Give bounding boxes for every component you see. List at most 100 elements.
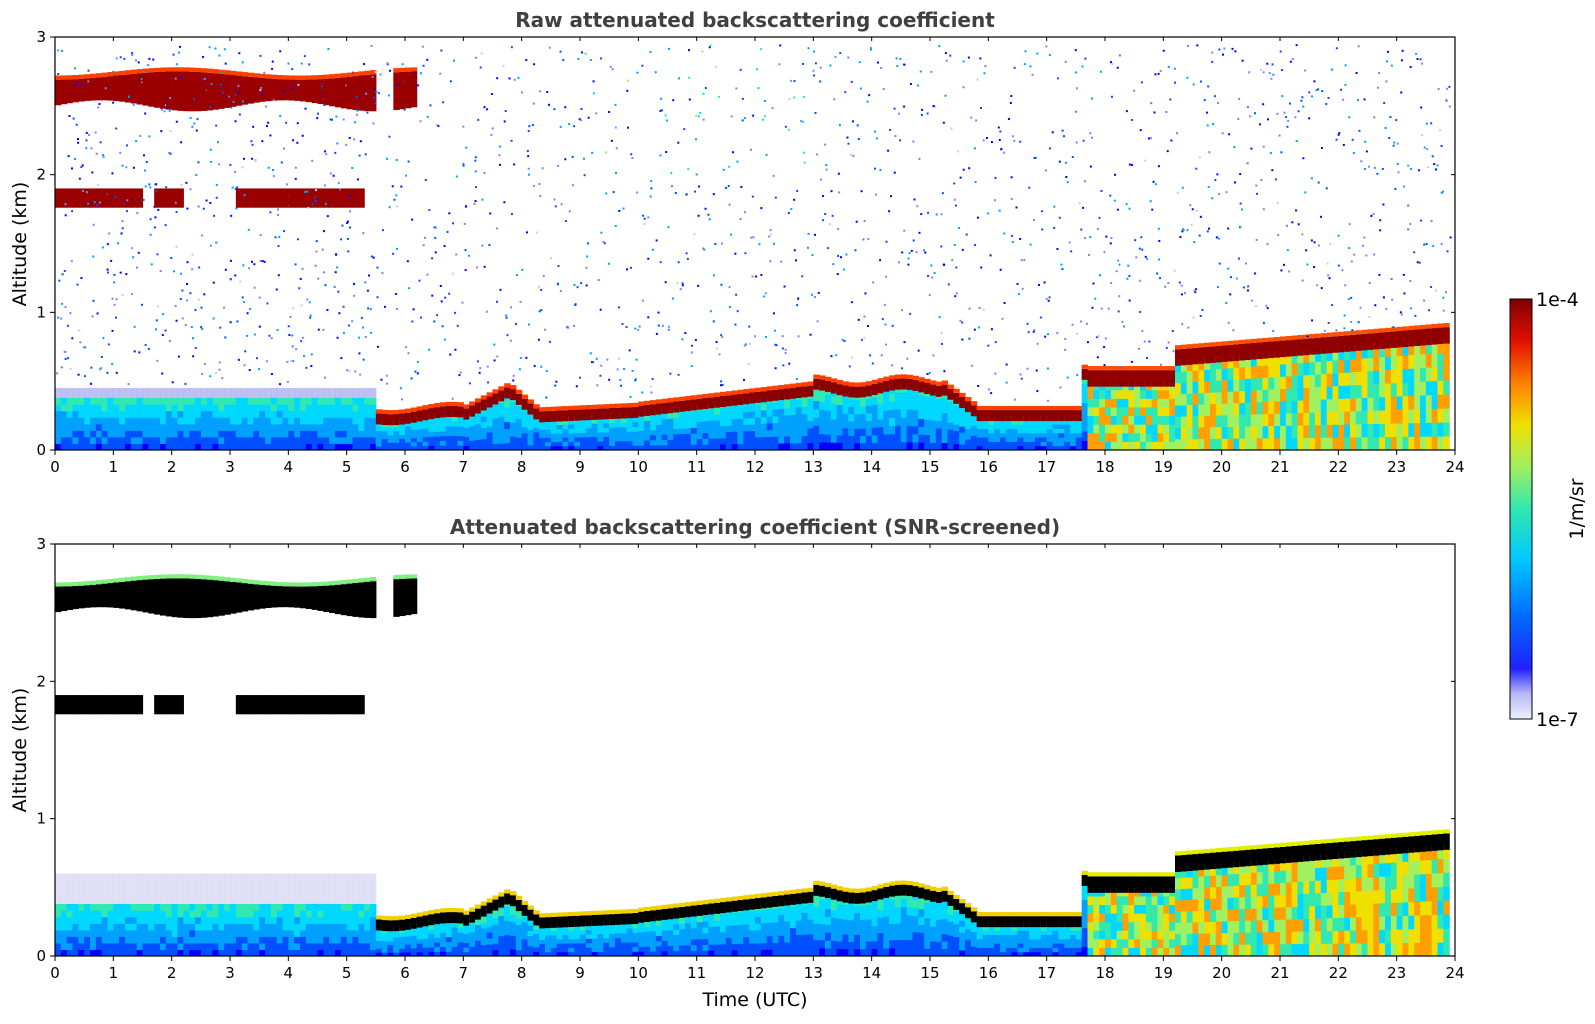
bl-cell [1152, 398, 1158, 407]
bl-cell [720, 408, 726, 415]
noise-speck [232, 101, 234, 103]
noise-speck [701, 50, 703, 52]
bl-cell [1274, 426, 1280, 439]
bl-cell [907, 401, 913, 410]
noise-speck [321, 85, 323, 87]
noise-speck [844, 91, 846, 93]
noise-speck [141, 78, 143, 80]
bl-cell [236, 904, 242, 911]
upper-cloud-edge [213, 69, 219, 73]
bl-cell [183, 398, 189, 405]
noise-speck [980, 267, 982, 269]
noise-speck [572, 156, 574, 158]
bl-cell [1292, 375, 1298, 388]
bl-cell [895, 442, 901, 451]
bl-cell [790, 436, 796, 444]
bl-cell [253, 943, 259, 950]
noise-speck [1448, 86, 1450, 88]
noise-speck [105, 87, 107, 89]
bl-cell [1233, 415, 1239, 427]
noise-speck [295, 263, 297, 265]
noise-speck [1410, 307, 1412, 309]
noise-speck [1395, 119, 1397, 121]
bl-cell [248, 943, 254, 950]
bl-cell [773, 409, 779, 416]
bl-cell [1152, 407, 1158, 416]
bl-top-cell [1035, 410, 1041, 421]
low-cloud-cell [1128, 370, 1134, 387]
noise-speck [595, 112, 597, 114]
bl-cell [1327, 373, 1333, 386]
bl-cell [306, 943, 312, 950]
noise-speck [1376, 173, 1378, 175]
bl-cell [78, 936, 84, 943]
bl-cell [1403, 423, 1409, 437]
low-cloud-edge [1397, 327, 1403, 331]
bl-cell [895, 392, 901, 401]
noise-speck [811, 254, 813, 256]
upper-cloud-edge [201, 68, 207, 72]
upper-cloud-edge [341, 73, 347, 77]
noise-speck [1328, 97, 1330, 99]
bl-cell [1245, 402, 1251, 414]
bl-cell [831, 411, 837, 419]
bl-cell [901, 409, 907, 418]
bl-cell [125, 936, 131, 943]
bl-cell [1239, 379, 1245, 391]
bl-cell [242, 424, 248, 431]
bl-top-cell [994, 410, 1000, 421]
bl-top-cell [808, 386, 814, 397]
noise-speck [176, 211, 178, 213]
bl-cell [1163, 441, 1169, 450]
low-cloud-edge [1134, 366, 1140, 370]
bl-cell [813, 434, 819, 443]
noise-speck [1214, 179, 1216, 181]
noise-speck [165, 330, 167, 332]
bl-cell [90, 417, 96, 424]
noise-speck [235, 207, 237, 209]
bl-cell [854, 436, 860, 444]
bl-top-cell [580, 409, 586, 420]
haze-cell [178, 388, 184, 398]
upper-cloud-cell [119, 582, 125, 609]
noise-speck [784, 286, 786, 288]
mid-cloud-cell [242, 188, 248, 207]
upper-cloud-edge [364, 71, 370, 75]
noise-speck [201, 307, 203, 309]
bl-cell [242, 430, 248, 437]
bl-cell [1082, 422, 1088, 432]
noise-speck [1065, 61, 1067, 63]
bl-cell [96, 424, 102, 431]
noise-speck [122, 227, 124, 229]
bl-cell [73, 404, 79, 411]
bl-cell [971, 440, 977, 445]
x-tick-label: 6 [400, 458, 410, 476]
upper-cloud-cell [213, 580, 219, 616]
noise-speck [498, 154, 500, 156]
bl-cell [323, 930, 329, 937]
bl-cell [143, 417, 149, 424]
bl-cell [767, 409, 773, 416]
noise-speck [956, 292, 958, 294]
low-cloud-cell [1321, 337, 1327, 354]
noise-speck [951, 128, 953, 130]
bl-cell [598, 432, 604, 437]
bl-cell [1356, 411, 1362, 425]
noise-speck [1349, 223, 1351, 225]
low-cloud-cell [1257, 343, 1263, 360]
noise-speck [1053, 227, 1055, 229]
noise-speck [499, 289, 501, 291]
bl-cell [1111, 407, 1117, 416]
bl-cell [172, 398, 178, 405]
noise-speck [356, 96, 358, 98]
low-cloud-edge [1216, 342, 1222, 346]
bl-cell [271, 411, 277, 418]
bl-cell [73, 917, 79, 924]
noise-speck [1078, 202, 1080, 204]
bl-cell [137, 936, 143, 943]
bl-cell [668, 429, 674, 435]
bl-cell [1093, 398, 1099, 407]
bl-cell [1222, 392, 1228, 404]
bl-cell [288, 437, 294, 444]
noise-speck [656, 333, 658, 335]
